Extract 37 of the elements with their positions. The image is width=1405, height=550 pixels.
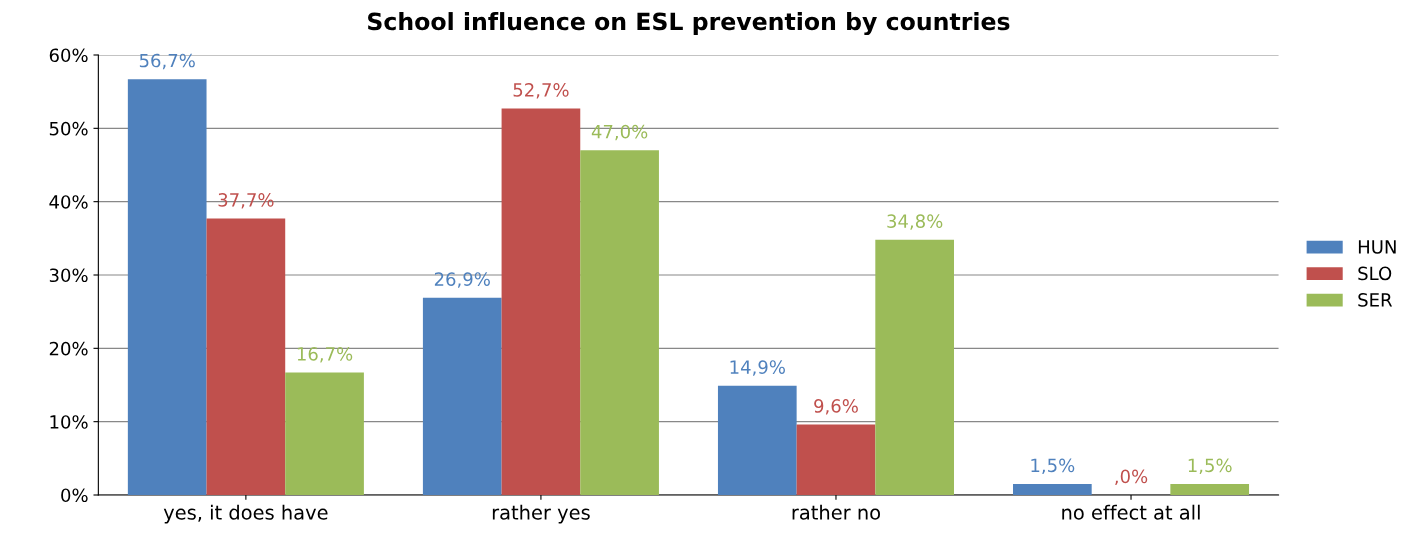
y-tick-label: 50% (49, 121, 88, 136)
bar (285, 372, 364, 495)
data-label: 9,6% (814, 399, 858, 415)
bar (127, 79, 207, 495)
bar (717, 385, 797, 495)
bar (580, 150, 659, 495)
y-tick-label: 0% (61, 488, 88, 503)
y-tick-label: 40% (49, 195, 88, 209)
data-label: 1,5% (1188, 458, 1232, 475)
legend-label: SLO (1358, 266, 1392, 281)
y-tick-label: 60% (49, 48, 88, 63)
legend-label: SER (1358, 293, 1393, 307)
bar (875, 239, 954, 495)
legend-label: HUN (1358, 240, 1396, 254)
data-label: 52,7% (513, 83, 569, 99)
bar (501, 108, 581, 495)
data-label: 16,7% (297, 347, 353, 363)
bar (1013, 484, 1092, 495)
y-tick-label: 30% (49, 268, 88, 283)
bar (206, 218, 286, 495)
x-tick-label: yes, it does have (163, 504, 328, 524)
chart-title: School influence on ESL prevention by countries (368, 12, 1010, 36)
data-label: ,0% (1115, 469, 1148, 486)
x-tick-label: rather no (792, 504, 881, 520)
data-label: 56,7% (139, 53, 195, 70)
x-tick-label: rather yes (492, 504, 590, 524)
bar (422, 297, 502, 495)
data-label: 47,0% (591, 124, 648, 141)
data-label: 14,9% (730, 360, 785, 376)
bar (1170, 484, 1250, 495)
data-label: 1,5% (1031, 458, 1075, 475)
bar (796, 424, 876, 495)
data-label: 26,9% (434, 272, 490, 288)
y-tick-label: 10% (50, 415, 88, 429)
x-tick-label: no effect at all (1062, 504, 1200, 520)
y-tick-label: 20% (49, 341, 88, 356)
data-label: 34,8% (887, 214, 943, 230)
